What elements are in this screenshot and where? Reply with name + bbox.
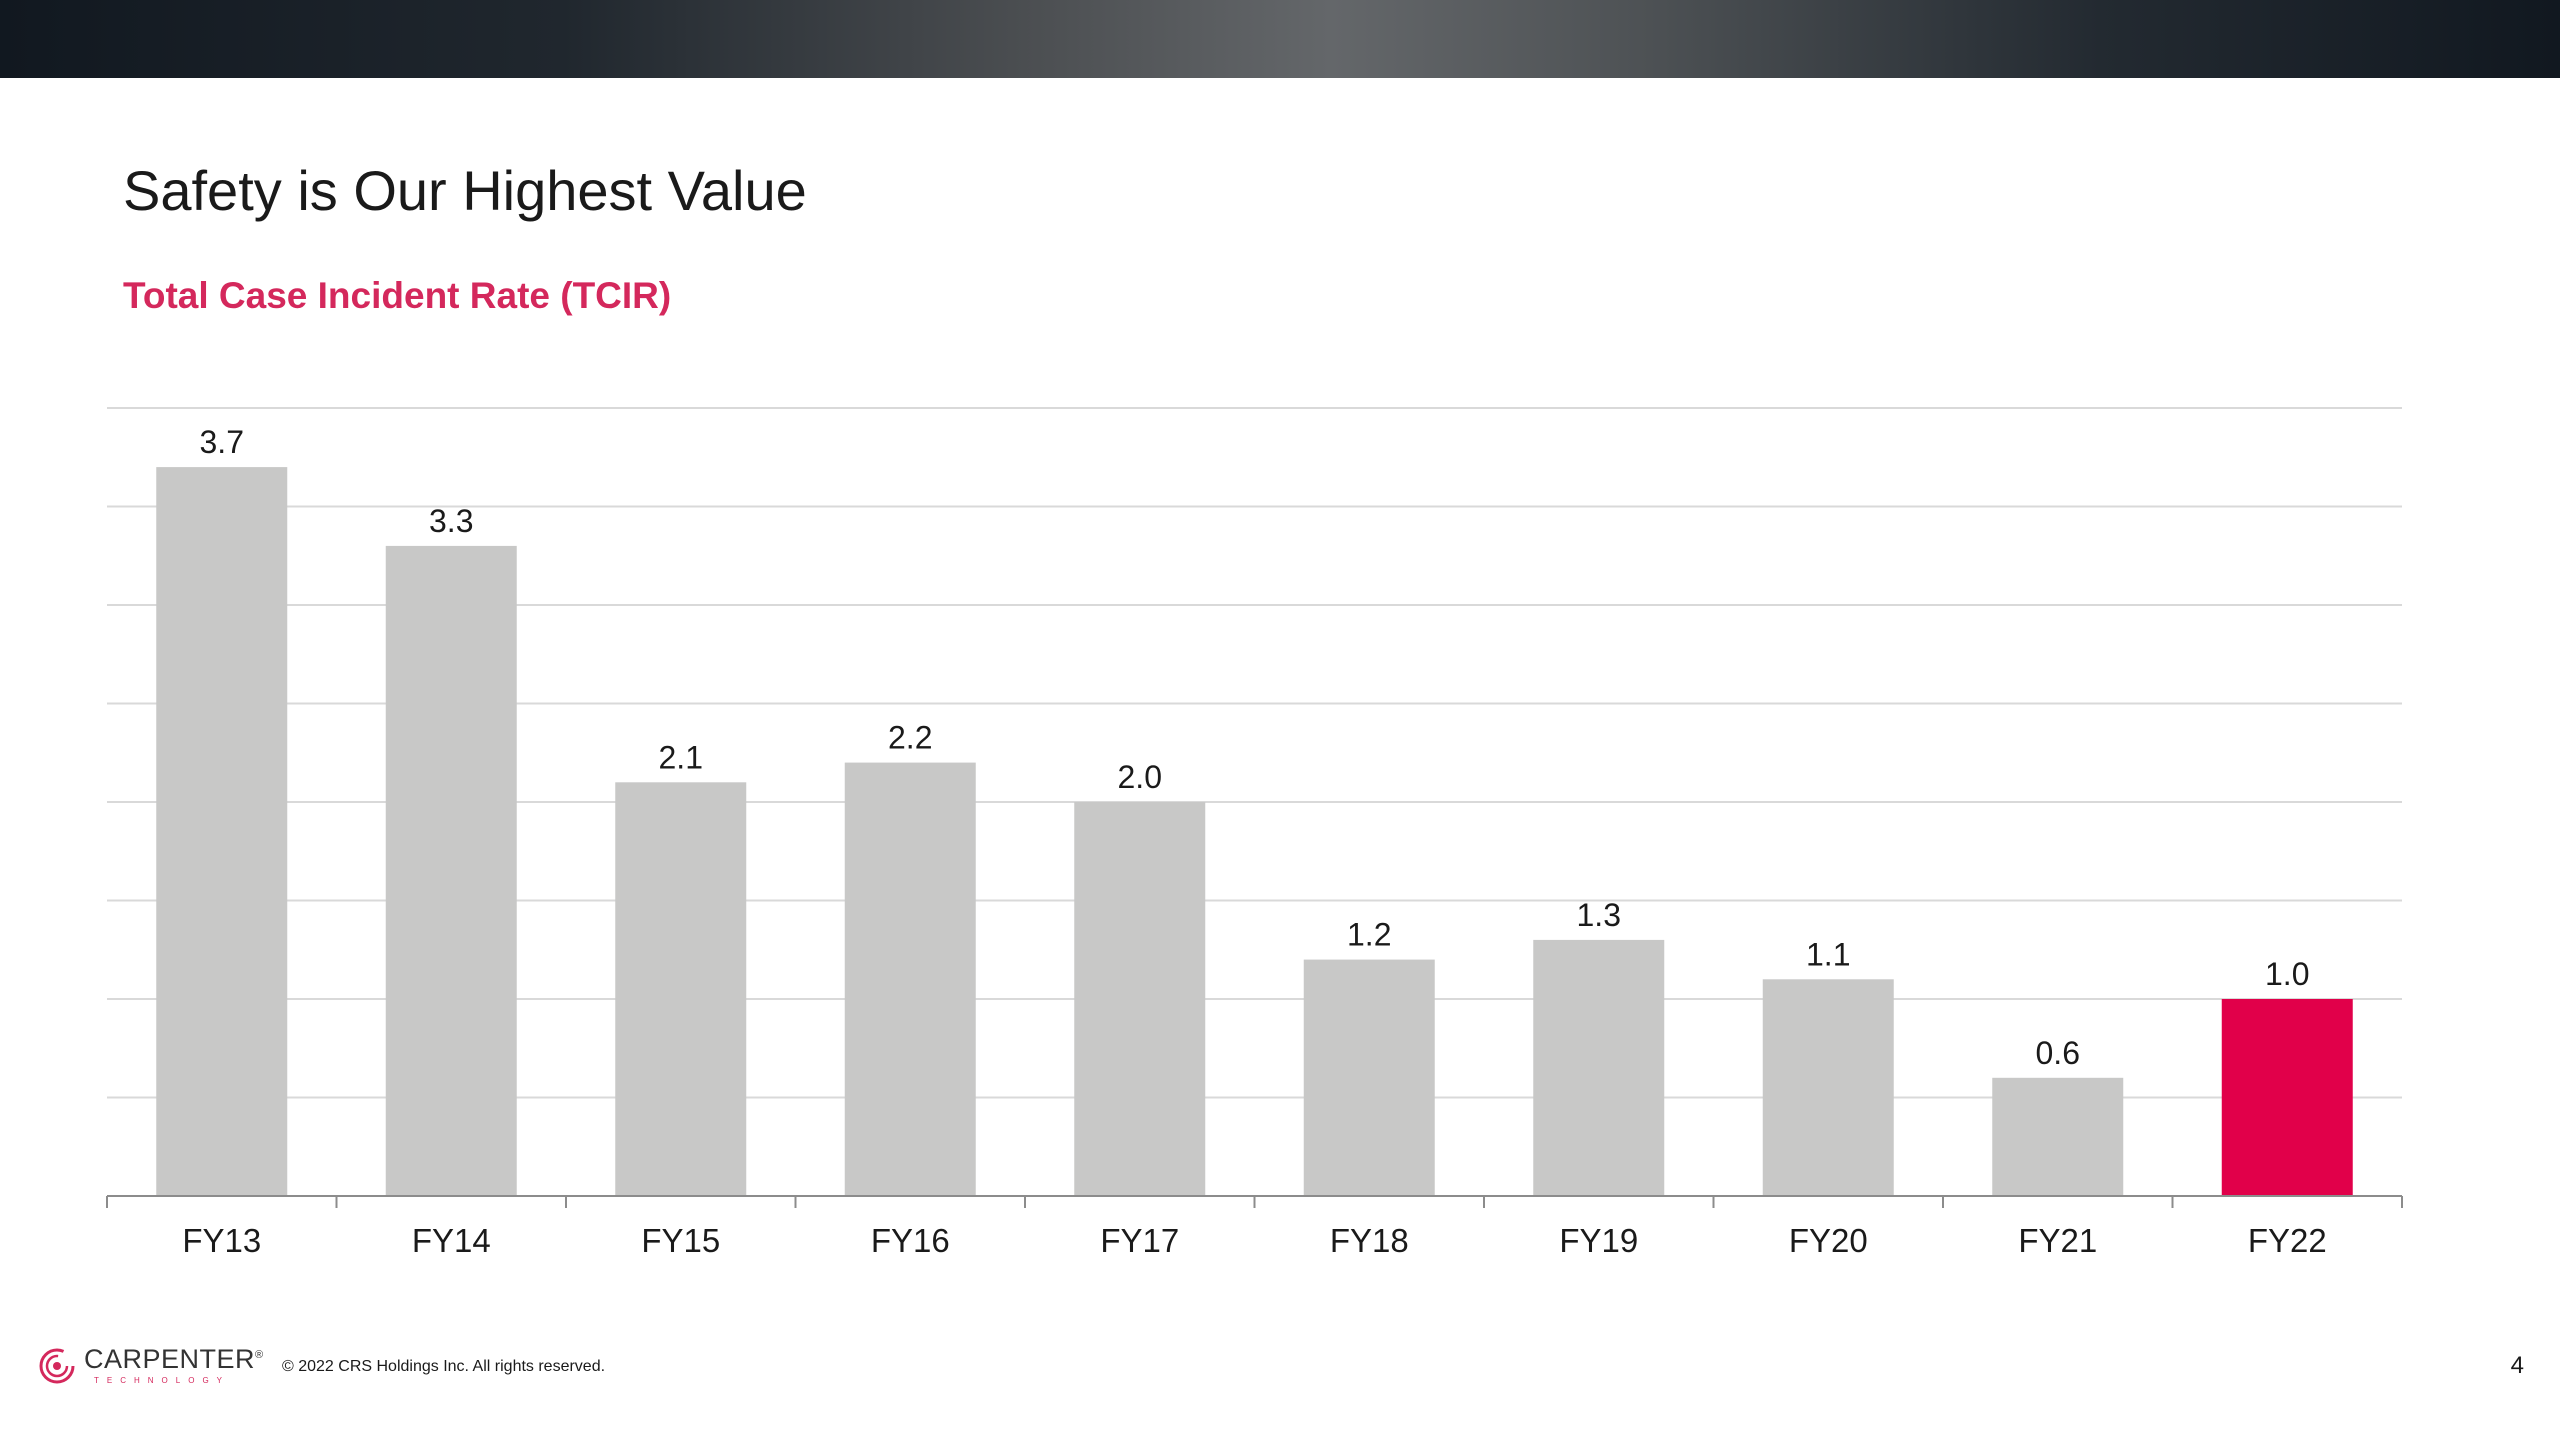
x-tick-label-fy22: FY22 [2248,1222,2327,1259]
x-tick-label-fy16: FY16 [871,1222,950,1259]
data-label-fy13: 3.7 [200,424,244,460]
x-tick-label-fy21: FY21 [2018,1222,2097,1259]
carpenter-logo-icon [39,1348,75,1383]
footer: CARPENTER® TECHNOLOGY © 2022 CRS Holding… [0,1330,2560,1400]
data-label-fy16: 2.2 [888,720,932,756]
x-tick-label-fy17: FY17 [1100,1222,1179,1259]
x-tick-label-fy20: FY20 [1789,1222,1868,1259]
bar-fy18 [1303,959,1435,1196]
tcir-bar-chart: 3.7 3.3 2.1 2.2 2.0 1.2 1.3 1.1 0.6 1.0 FY13 FY14 FY… [106,407,2403,1259]
copyright-text: © 2022 CRS Holdings Inc. All rights rese… [282,1358,606,1375]
bar-fy13 [156,467,288,1197]
data-label-fy14: 3.3 [429,503,473,539]
data-label-fy20: 1.1 [1806,936,1850,972]
page-number: 4 [2510,1352,2524,1379]
data-label-fy21: 0.6 [2036,1035,2080,1071]
logo-name-text: CARPENTER [84,1344,256,1374]
bar-fy14 [385,545,517,1196]
x-tick-label-fy15: FY15 [641,1222,720,1259]
data-label-fy15: 2.1 [659,739,703,775]
logo-subtext: TECHNOLOGY [94,1376,231,1385]
company-logo: CARPENTER® TECHNOLOGY [38,1346,264,1385]
x-tick-label-fy14: FY14 [412,1222,491,1259]
registered-mark: ® [255,1349,264,1361]
x-tick-label-fy18: FY18 [1330,1222,1409,1259]
bar-fy20 [1762,979,1894,1196]
chart-subtitle: Total Case Incident Rate (TCIR) [123,275,672,316]
bar-fy21 [1992,1077,2124,1196]
data-label-fy17: 2.0 [1118,759,1162,795]
bar-fy15 [615,782,747,1196]
data-label-fy19: 1.3 [1577,897,1621,933]
data-label-fy22: 1.0 [2265,956,2309,992]
bar-fy17 [1074,802,1206,1196]
bar-fy22 [2221,999,2353,1196]
bar-fy16 [844,762,976,1196]
x-tick-label-fy13: FY13 [182,1222,261,1259]
x-tick-label-fy19: FY19 [1559,1222,1638,1259]
header-band [0,0,2560,78]
bar-fy19 [1533,939,1665,1196]
data-label-fy18: 1.2 [1347,917,1391,953]
page-title: Safety is Our Highest Value [123,159,807,222]
